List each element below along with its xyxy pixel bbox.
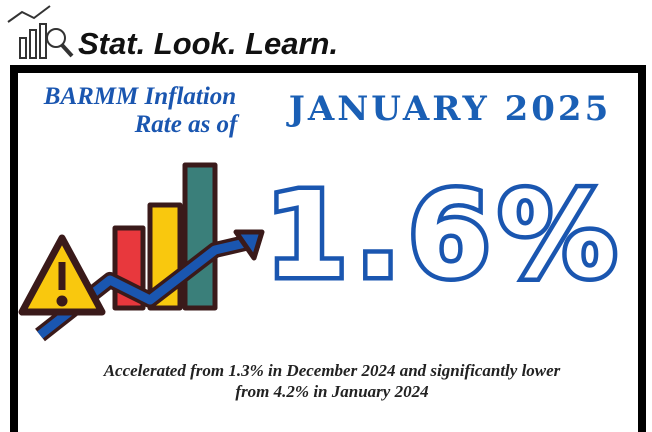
note: Accelerated from 1.3% in December 2024 a… (103, 361, 561, 380)
tagline: Stat. Look. Learn. (78, 26, 338, 61)
rate-value: 1.6% (265, 166, 624, 304)
header-icon (8, 6, 72, 58)
note: from 4.2% in January 2024 (235, 382, 428, 401)
headline-lead: Rate as of (134, 111, 240, 138)
infographic: Stat. Look. Learn. BARMM Inflation Rate … (0, 0, 652, 432)
headline-lead: BARMM Inflation (43, 83, 236, 110)
headline-period: JANUARY 2025 (286, 89, 611, 129)
